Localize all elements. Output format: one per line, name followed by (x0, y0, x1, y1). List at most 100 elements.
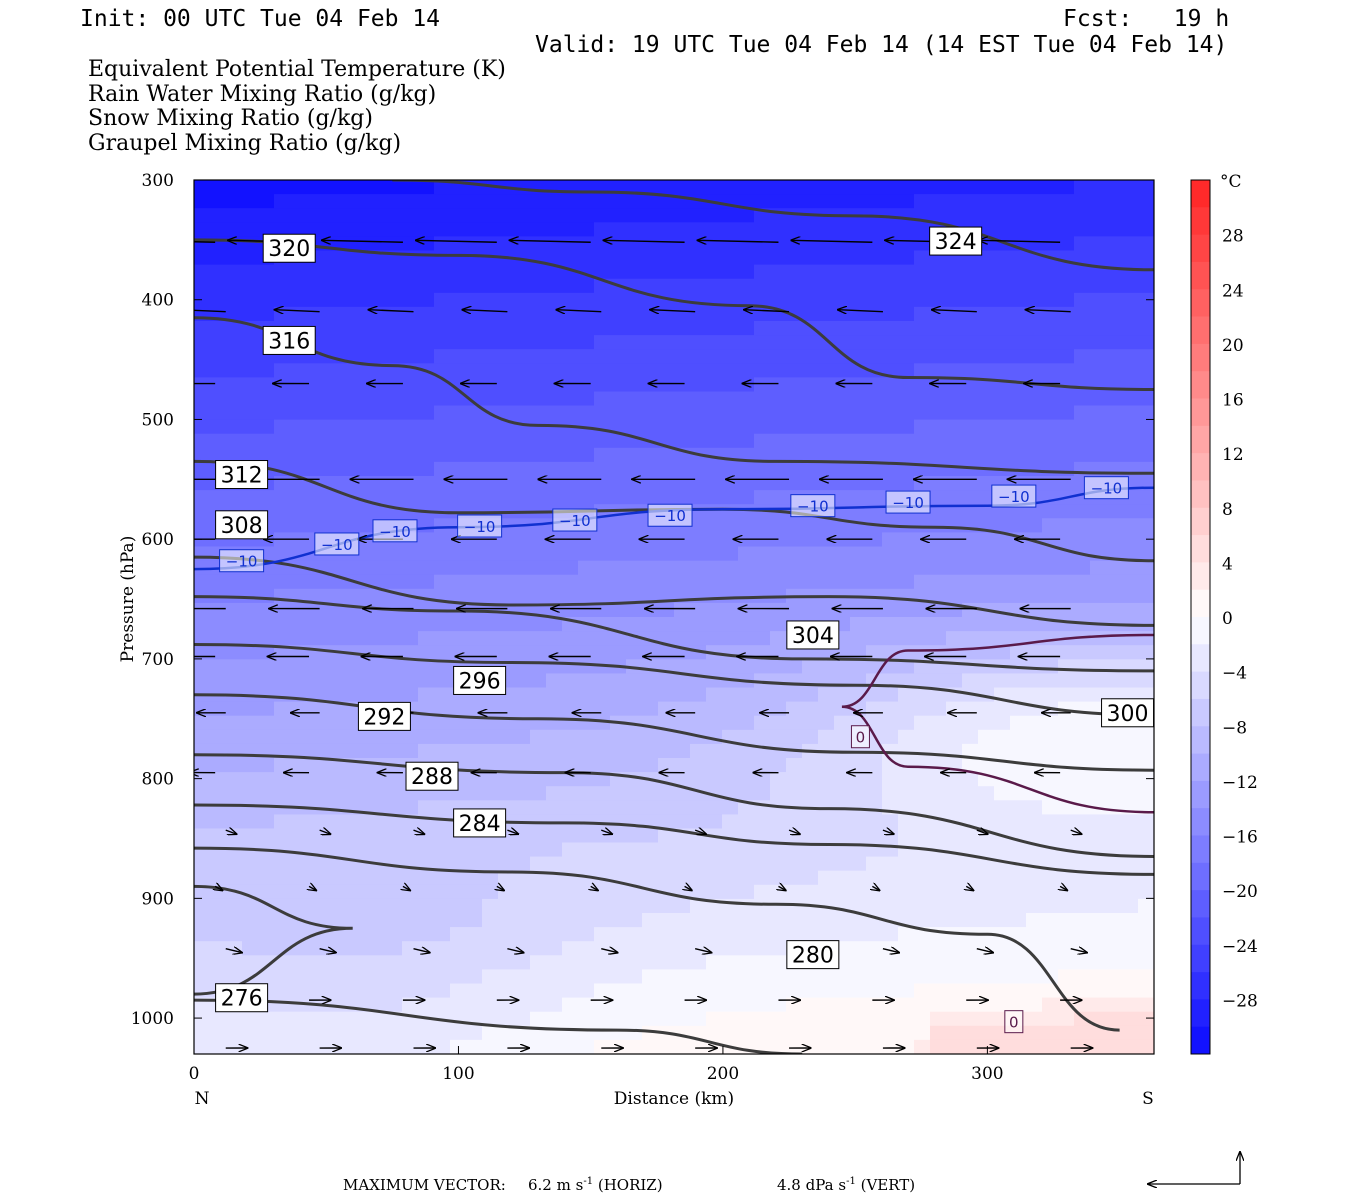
temperature-shade-cell (850, 405, 867, 421)
temperature-shade-cell (450, 335, 467, 350)
temperature-shade-cell (770, 828, 787, 844)
temperature-shade-cell (1010, 786, 1027, 801)
temperature-shade-cell (1042, 800, 1059, 815)
temperature-shade-cell (466, 278, 483, 294)
temperature-shade-cell (786, 447, 803, 463)
temperature-shade-cell (994, 194, 1011, 209)
temperature-shade-cell (674, 180, 691, 195)
temperature-shade-cell (898, 729, 915, 745)
temperature-shade-cell (930, 786, 947, 801)
temperature-shade-cell (1026, 941, 1043, 956)
temperature-shade-cell (962, 306, 979, 322)
temperature-shade-cell (610, 532, 627, 548)
temperature-shade-cell (514, 236, 531, 252)
temperature-shade-cell (562, 800, 579, 815)
temperature-shade-cell (562, 913, 579, 928)
temperature-shade-cell (546, 574, 563, 590)
temperature-shade-cell (210, 969, 227, 985)
temperature-shade-cell (370, 236, 387, 252)
temperature-shade-cell (386, 546, 403, 562)
temperature-shade-cell (210, 645, 227, 660)
temperature-shade-cell (434, 800, 451, 815)
temperature-shade-cell (1026, 292, 1043, 308)
temperature-shade-cell (866, 335, 883, 350)
temperature-shade-cell (946, 856, 963, 872)
colorbar-swatch (1191, 917, 1210, 946)
temperature-shade-cell (1074, 1025, 1091, 1041)
temperature-shade-cell (930, 377, 947, 393)
temperature-shade-cell (834, 913, 851, 928)
temperature-shade-cell (306, 194, 323, 209)
temperature-shade-cell (498, 264, 515, 280)
temperature-shade-cell (450, 264, 467, 280)
temperature-shade-cell (386, 800, 403, 815)
contour-label-box (453, 665, 507, 695)
temperature-shade-cell (978, 180, 995, 195)
isotherm-label-box (790, 494, 836, 518)
temperature-shade-cell (642, 687, 659, 703)
temperature-shade-cell (466, 250, 483, 266)
temperature-shade-cell (850, 659, 867, 674)
temperature-shade-cell (962, 983, 979, 999)
temperature-shade-cell (818, 363, 835, 378)
temperature-shade-cell (994, 743, 1011, 759)
temperature-shade-cell (514, 419, 531, 435)
temperature-shade-cell (834, 391, 851, 407)
temperature-shade-cell (770, 997, 787, 1013)
temperature-shade-cell (898, 419, 915, 435)
temperature-shade-cell (386, 659, 403, 674)
temperature-shade-cell (370, 743, 387, 759)
temperature-shade-cell (434, 335, 451, 350)
temperature-shade-cell (1090, 1025, 1107, 1041)
temperature-shade-cell (1090, 913, 1107, 928)
temperature-shade-cell (434, 1025, 451, 1041)
temperature-shade-cell (530, 278, 547, 294)
temperature-shade-cell (610, 997, 627, 1013)
temperature-shade-cell (866, 927, 883, 942)
temperature-shade-cell (1106, 236, 1123, 252)
temperature-shade-cell (530, 645, 547, 660)
temperature-shade-cell (754, 461, 771, 477)
colorbar-swatch (1191, 999, 1210, 1028)
temperature-shade-cell (370, 363, 387, 378)
temperature-shade-cell (866, 997, 883, 1013)
temperature-shade-cell (290, 391, 307, 407)
temperature-shade-cell (530, 969, 547, 985)
temperature-shade-cell (274, 208, 291, 223)
temperature-shade-cell (258, 194, 275, 209)
temperature-shade-cell (1058, 476, 1075, 491)
temperature-shade-cell (834, 1011, 851, 1027)
contour-label-box (215, 510, 269, 540)
temperature-shade-cell (258, 729, 275, 745)
temperature-shade-cell (514, 701, 531, 717)
temperature-shade-cell (1058, 955, 1075, 970)
temperature-shade-cell (1010, 715, 1027, 731)
temperature-shade-cell (530, 405, 547, 421)
temperature-shade-cell (994, 574, 1011, 590)
temperature-shade-cell (322, 786, 339, 801)
temperature-shade-cell (1058, 532, 1075, 548)
theta-e-contour (194, 238, 1154, 391)
temperature-shade-cell (866, 490, 883, 505)
temperature-shade-cell (882, 419, 899, 435)
temperature-shade-cell (1010, 349, 1027, 364)
temperature-shade-cell (274, 913, 291, 928)
temperature-shade-cell (290, 842, 307, 858)
temperature-shade-cell (290, 729, 307, 745)
temperature-shade-cell (610, 729, 627, 745)
temperature-shade-cell (194, 321, 211, 336)
temperature-shade-cell (594, 913, 611, 928)
temperature-shade-cell (770, 292, 787, 308)
temperature-shade-cell (1058, 870, 1075, 886)
temperature-shade-cell (1138, 856, 1154, 872)
temperature-shade-cell (578, 560, 595, 576)
temperature-shade-cell (786, 969, 803, 985)
temperature-shade-cell (610, 969, 627, 985)
temperature-shade-cell (834, 687, 851, 703)
temperature-shade-cell (322, 898, 339, 914)
temperature-shade-cell (930, 800, 947, 815)
temperature-shade-cell (354, 870, 371, 886)
temperature-shade-cell (1122, 504, 1139, 519)
isotherm-label: −10 (464, 518, 496, 536)
temperature-shade-cell (722, 602, 739, 618)
